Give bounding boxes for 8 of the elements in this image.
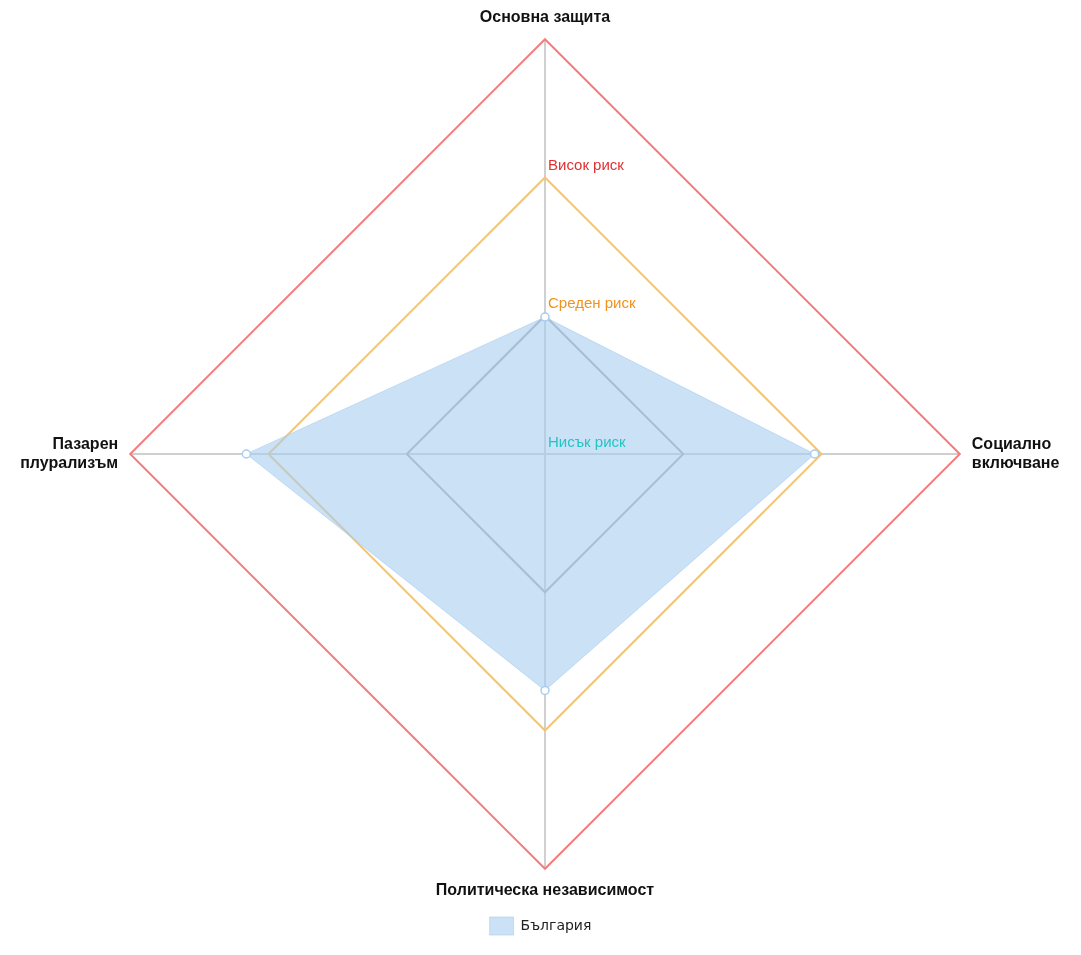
spoke-label: Пазарен плурализъм bbox=[20, 434, 119, 472]
legend-label: България bbox=[520, 916, 592, 933]
text: Среден риск bbox=[548, 294, 636, 312]
spoke-label: Социално включване bbox=[971, 434, 1060, 472]
text: Нисък риск bbox=[548, 432, 627, 450]
text: Висок риск bbox=[548, 156, 625, 174]
spoke-label: Политическа независимост bbox=[435, 880, 655, 898]
spoke-label: Основна защита bbox=[479, 8, 611, 26]
